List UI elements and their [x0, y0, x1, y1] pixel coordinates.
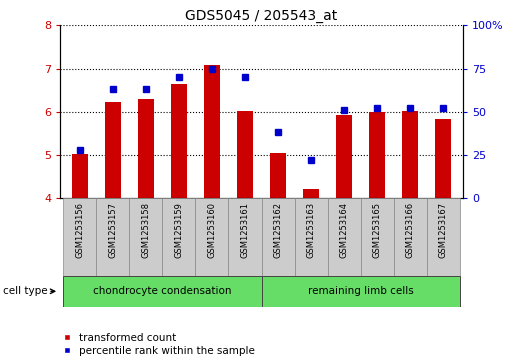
Text: GSM1253166: GSM1253166: [405, 202, 415, 258]
Bar: [72, 154, 88, 198]
Bar: [303, 189, 319, 198]
Bar: [163, 198, 196, 276]
Text: chondrocyte condensation: chondrocyte condensation: [93, 286, 232, 296]
Bar: [196, 198, 229, 276]
Bar: [336, 115, 353, 198]
Text: GSM1253160: GSM1253160: [208, 202, 217, 258]
Bar: [427, 198, 460, 276]
Bar: [369, 113, 385, 198]
Bar: [393, 198, 427, 276]
Bar: [402, 111, 418, 198]
Bar: [360, 198, 393, 276]
Text: GSM1253157: GSM1253157: [108, 202, 118, 258]
Text: GSM1253167: GSM1253167: [439, 202, 448, 258]
Text: cell type: cell type: [3, 286, 47, 296]
Bar: [229, 198, 262, 276]
Text: GSM1253161: GSM1253161: [241, 202, 249, 258]
Bar: [327, 198, 360, 276]
Bar: [262, 198, 294, 276]
Text: GSM1253159: GSM1253159: [175, 202, 184, 258]
Bar: [170, 83, 187, 198]
Bar: [96, 198, 130, 276]
Bar: [262, 276, 460, 307]
Text: remaining limb cells: remaining limb cells: [308, 286, 413, 296]
Text: GSM1253162: GSM1253162: [274, 202, 282, 258]
Text: GSM1253165: GSM1253165: [372, 202, 382, 258]
Text: GSM1253156: GSM1253156: [75, 202, 84, 258]
Bar: [435, 119, 451, 198]
Text: GDS5045 / 205543_at: GDS5045 / 205543_at: [185, 9, 338, 23]
Bar: [63, 276, 262, 307]
Bar: [204, 65, 220, 198]
Text: GSM1253164: GSM1253164: [339, 202, 348, 258]
Text: GSM1253158: GSM1253158: [141, 202, 151, 258]
Bar: [294, 198, 327, 276]
Bar: [105, 102, 121, 198]
Bar: [63, 198, 96, 276]
Text: GSM1253163: GSM1253163: [306, 202, 315, 258]
Bar: [270, 152, 286, 198]
Bar: [130, 198, 163, 276]
Legend: transformed count, percentile rank within the sample: transformed count, percentile rank withi…: [63, 333, 255, 356]
Bar: [237, 111, 253, 198]
Bar: [138, 99, 154, 198]
